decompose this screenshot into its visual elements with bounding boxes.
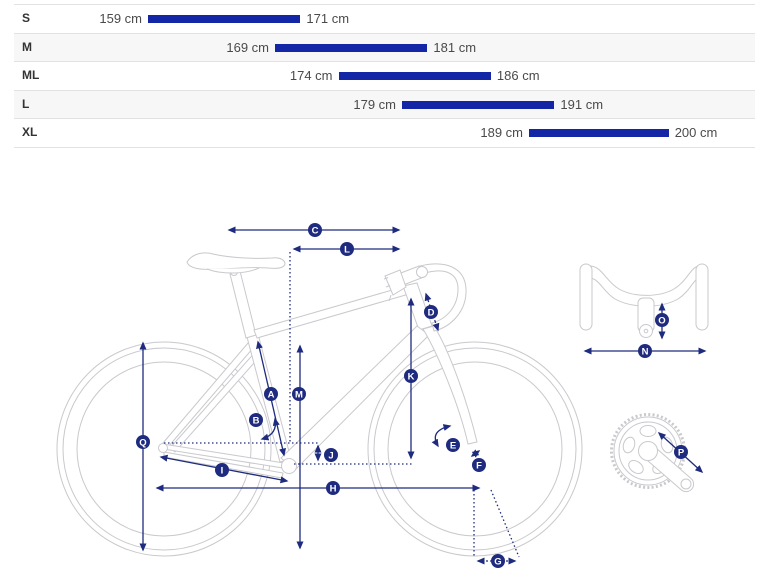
dim-label-P: P	[674, 445, 688, 459]
size-label: XL	[22, 125, 38, 140]
dim-label-E: E	[446, 438, 460, 452]
brake-hood	[384, 269, 407, 296]
geometry-diagram: A B C D E F G H I J K L M N O P Q	[56, 223, 709, 568]
dimension-letter-badges: A B C D E F G H I J K L M N O P Q	[136, 223, 688, 568]
range-max: 186 cm	[496, 68, 540, 84]
dim-label-L: L	[340, 242, 354, 256]
dim-label-K: K	[404, 369, 418, 383]
svg-text:N: N	[642, 346, 649, 357]
size-label: S	[22, 11, 31, 25]
svg-text:L: L	[344, 244, 350, 255]
svg-text:E: E	[450, 440, 456, 451]
svg-text:J: J	[328, 450, 333, 461]
svg-text:Q: Q	[139, 437, 146, 448]
range-bar	[148, 15, 301, 23]
handlebar-side-view	[383, 263, 467, 332]
saddle	[186, 252, 286, 270]
construction-lines	[164, 252, 520, 558]
range-min: 169 cm	[226, 39, 269, 55]
bottom-bracket	[281, 458, 297, 474]
range-bar	[402, 100, 555, 109]
dim-label-A: A	[264, 387, 278, 401]
dim-label-I: I	[215, 463, 229, 477]
dim-label-F: F	[472, 458, 486, 472]
size-chart: S 159 cm 171 cm M 169 cm 181 cm ML 174 cm 186 cm…	[14, 4, 755, 148]
svg-text:K: K	[408, 371, 415, 382]
dim-label-N: N	[638, 344, 652, 358]
range-max: 181 cm	[433, 39, 477, 55]
size-label: M	[22, 39, 32, 54]
range-max: 171 cm	[306, 11, 350, 26]
range-max: 191 cm	[560, 96, 604, 112]
pedal-hole	[680, 478, 692, 490]
bike-drawing	[56, 252, 709, 557]
svg-text:P: P	[678, 447, 685, 458]
range-max: 200 cm	[674, 125, 718, 141]
range-bar	[338, 72, 491, 81]
range-bar	[529, 129, 669, 138]
size-label: L	[22, 96, 30, 111]
dimension-arrows	[139, 226, 707, 565]
dim-label-B: B	[249, 413, 263, 427]
size-row-XL: XL 189 cm 200 cm	[14, 118, 755, 148]
dim-label-J: J	[324, 448, 338, 462]
fork	[422, 325, 478, 445]
dim-label-C: C	[308, 223, 322, 237]
range-bar	[275, 43, 428, 52]
handlebar-top-view	[579, 263, 709, 338]
crank-hub	[638, 441, 658, 461]
svg-text:F: F	[476, 460, 482, 471]
svg-text:I: I	[221, 465, 224, 476]
dim-label-G: G	[491, 554, 505, 568]
dim-label-D: D	[424, 305, 438, 319]
svg-text:G: G	[494, 556, 501, 567]
svg-text:C: C	[312, 225, 319, 236]
dim-label-O: O	[655, 313, 669, 327]
frame	[158, 252, 478, 479]
size-row-L: L 179 cm 191 cm	[14, 89, 755, 119]
range-min: 174 cm	[289, 68, 333, 84]
svg-text:O: O	[658, 315, 665, 326]
rear-wheel	[56, 341, 272, 557]
svg-text:D: D	[428, 307, 435, 318]
size-row-S: S 159 cm 171 cm	[14, 4, 755, 33]
svg-text:B: B	[253, 415, 260, 426]
range-min: 159 cm	[99, 11, 142, 26]
front-wheel	[367, 341, 583, 557]
dim-label-Q: Q	[136, 435, 150, 449]
svg-text:M: M	[295, 389, 303, 400]
size-row-M: M 169 cm 181 cm	[14, 32, 755, 62]
angle-arc-B	[260, 417, 280, 441]
dim-arrow-F	[470, 449, 481, 458]
range-min: 179 cm	[353, 96, 396, 112]
size-row-ML: ML 174 cm 186 cm	[14, 61, 755, 90]
svg-text:H: H	[330, 483, 337, 494]
svg-text:A: A	[268, 389, 275, 400]
angle-arc-E	[431, 424, 452, 448]
size-label: ML	[22, 68, 40, 83]
range-min: 189 cm	[480, 125, 523, 141]
dim-label-H: H	[326, 481, 340, 495]
rear-dropout	[158, 443, 168, 453]
dim-label-M: M	[292, 387, 306, 401]
